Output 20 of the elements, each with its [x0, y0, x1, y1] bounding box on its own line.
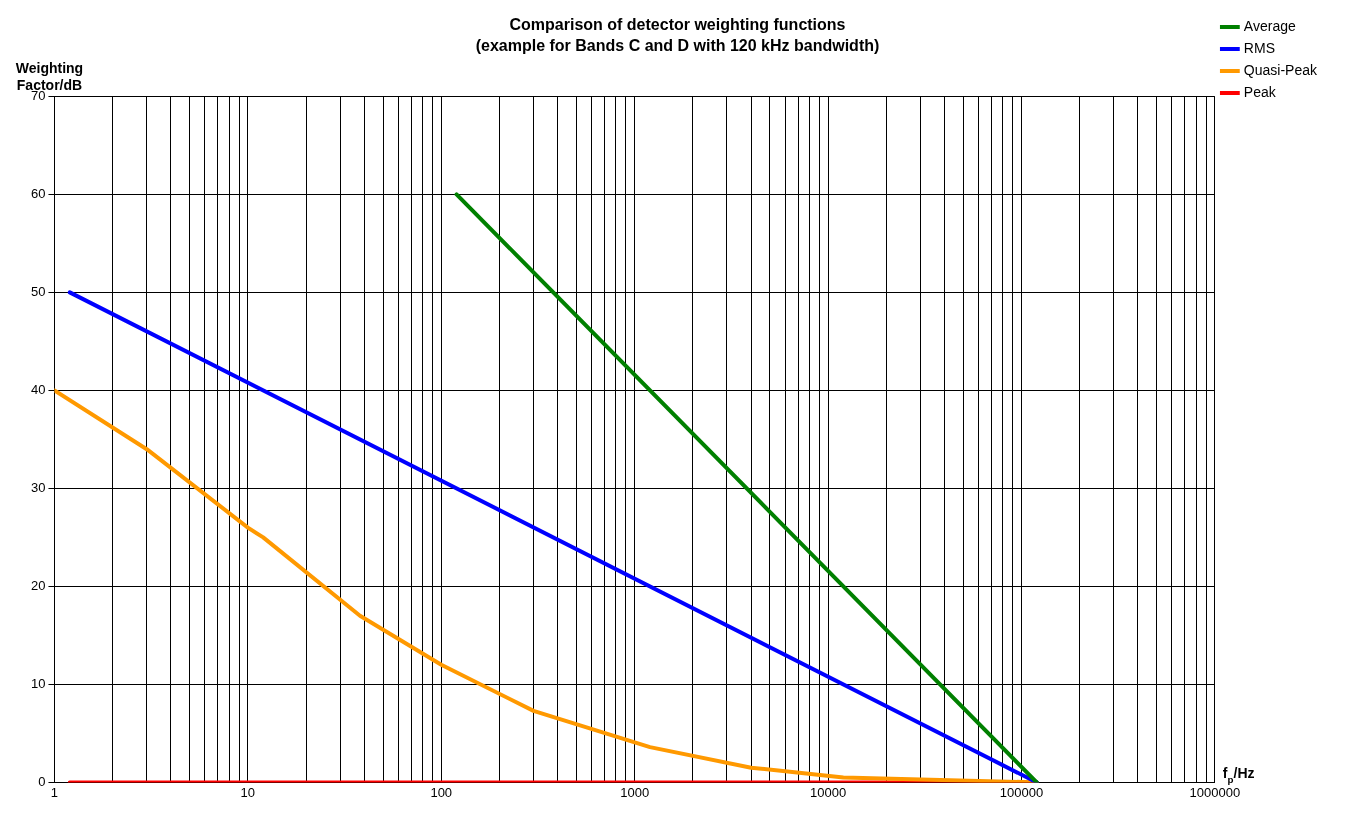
y-tick-label: 0 — [38, 773, 46, 789]
chart-title: Comparison of detector weighting functions — [509, 16, 846, 34]
legend-label: Peak — [1243, 83, 1277, 100]
x-tick-label: 10 — [240, 784, 256, 800]
x-tick-label: 1 — [50, 784, 59, 800]
chart-subtitle: (example for Bands C and D with 120 kHz bandwidth) — [475, 37, 880, 55]
y-tick-label: 40 — [30, 381, 46, 397]
legend-label: RMS — [1243, 39, 1275, 56]
x-tick-label: 100 — [430, 784, 453, 800]
y-tick-label: 10 — [30, 675, 46, 691]
y-tick-label: 60 — [30, 185, 46, 201]
y-tick-label: 30 — [30, 479, 46, 495]
x-tick-label: 10000 — [809, 784, 847, 800]
x-tick-label: 1000000 — [1189, 784, 1241, 800]
y-tick-label: 50 — [30, 283, 46, 299]
x-tick-label: 1000 — [620, 784, 650, 800]
x-tick-label: 100000 — [999, 784, 1044, 800]
legend-label: Quasi-Peak — [1243, 61, 1318, 78]
legend-label: Average — [1243, 17, 1296, 34]
y-tick-label: 20 — [30, 577, 46, 593]
